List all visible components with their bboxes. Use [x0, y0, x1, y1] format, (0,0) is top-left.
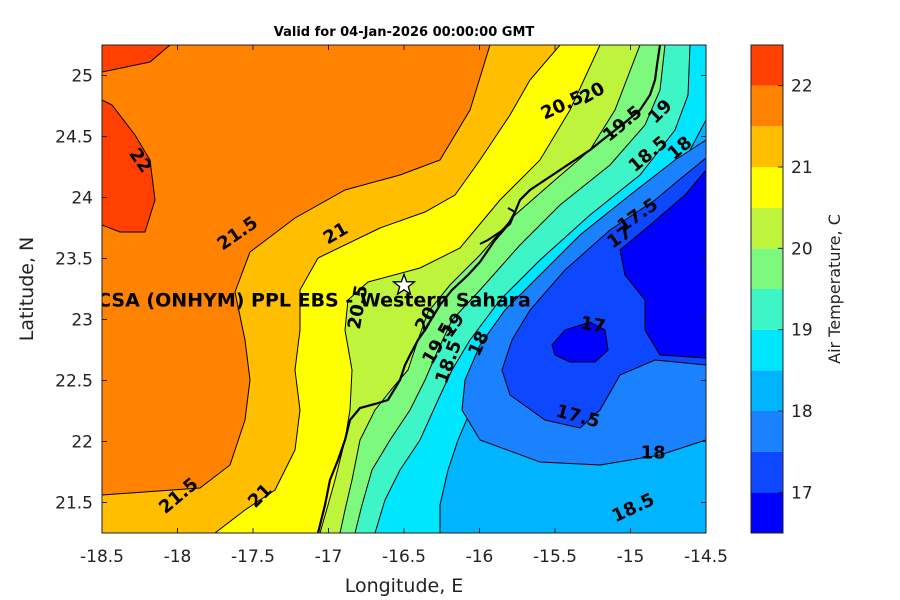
colorbar-segment	[751, 411, 783, 452]
colorbar-segment	[751, 492, 783, 533]
colorbar-segment	[751, 167, 783, 208]
y-axis-label: Latitude, N	[16, 237, 38, 342]
x-tick-label: -17.5	[231, 547, 275, 567]
band-22-left	[102, 99, 156, 233]
band-22-upper	[102, 45, 171, 73]
colorbar-tick-label: 18	[791, 402, 813, 422]
y-tick-label: 25	[71, 67, 93, 87]
x-tick-label: -17	[315, 547, 343, 567]
colorbar-tick-label: 22	[791, 77, 813, 97]
contour-label: 17	[579, 313, 607, 338]
y-tick-label: 23	[71, 311, 93, 331]
chart-title: Valid for 04-Jan-2026 00:00:00 GMT	[274, 25, 535, 40]
y-tick-label: 24	[71, 189, 93, 209]
colorbar-segment	[751, 451, 783, 493]
y-tick-label: 22.5	[55, 372, 93, 392]
site-star-marker	[391, 272, 417, 296]
colorbar-frame	[750, 44, 784, 534]
colorbar-segment	[751, 85, 783, 127]
y-axis-ticks: 21.5 22 22.5 23 23.5 24 24.5 25	[55, 67, 706, 514]
site-label: CSA (ONHYM) PPL EBS - Western Sahara	[97, 289, 531, 311]
dakhla-peninsula	[479, 207, 517, 245]
colorbar-segment	[751, 207, 783, 249]
contour-label: 18	[641, 443, 666, 464]
colorbar-tick-label: 19	[791, 321, 813, 341]
colorbar-tick-label: 21	[791, 158, 813, 178]
y-tick-label: 23.5	[55, 250, 93, 270]
y-tick-label: 22	[71, 433, 93, 453]
x-tick-label: -14.5	[684, 547, 728, 567]
x-tick-label: -16.5	[382, 547, 426, 567]
colorbar-tick-label: 20	[791, 239, 813, 259]
x-axis-ticks: -18.5 -18 -17.5 -17 -16.5 -16 -15.5 -15 -14.5	[80, 45, 728, 567]
colorbar: 17 18 19 20 21 22	[750, 44, 813, 534]
colorbar-label: Air Temperature, C	[825, 214, 844, 364]
x-tick-label: -18.5	[80, 547, 124, 567]
colorbar-segment	[751, 45, 783, 86]
x-tick-label: -16	[466, 547, 494, 567]
colorbar-segment	[751, 329, 783, 371]
x-tick-label: -15.5	[533, 547, 577, 567]
colorbar-segment	[751, 370, 783, 411]
colorbar-tick-label: 17	[791, 483, 813, 503]
coastline	[316, 45, 662, 533]
colorbar-segment	[751, 126, 783, 167]
x-tick-label: -15	[617, 547, 645, 567]
band-below-17-east	[619, 169, 706, 359]
colorbar-segment	[751, 248, 783, 289]
x-tick-label: -18	[164, 547, 192, 567]
band-below-17-center	[551, 321, 609, 363]
x-axis-label: Longitude, E	[345, 575, 464, 597]
y-tick-label: 21.5	[55, 494, 93, 514]
y-tick-label: 24.5	[55, 128, 93, 148]
colorbar-segment	[751, 289, 783, 330]
